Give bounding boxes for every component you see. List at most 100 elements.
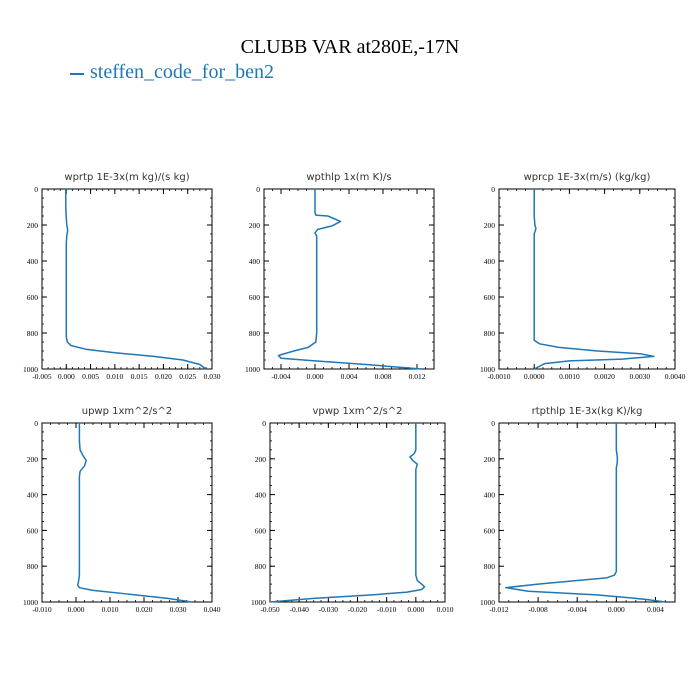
y-tick-label: 200 [484,455,496,464]
x-tick-label: 0.030 [170,605,187,614]
y-tick-label: 400 [27,491,39,500]
profile-line [76,423,192,603]
y-tick-label: 400 [484,257,496,266]
x-tick-label: 0.000 [58,372,75,381]
chart-panel-4: upwp 1xm^2/s^2 -0.010 0.000 0.010 0.020 0.030… [23,406,221,614]
x-tick-label: 0.004 [647,605,664,614]
chart-title: wpthlp 1x(m K)/s [306,172,391,183]
x-tick-label: -0.020 [348,605,368,614]
plot-frame [498,422,676,603]
y-tick-label: 1000 [480,365,495,374]
x-tick-label: 0.000 [608,605,625,614]
x-tick-label: -0.010 [32,605,52,614]
chart-panel-6: rtpthlp 1E-3x(kg K)/kg -0.012 -0.008 -0.004… [480,406,676,614]
x-tick-label: -0.012 [489,605,509,614]
x-tick-label: 0.0010 [559,372,580,381]
x-tick-label: 0.0000 [524,372,545,381]
x-tick-label: 0.012 [409,372,426,381]
profile-line [505,423,666,603]
x-tick-label: 0.025 [179,372,196,381]
x-tick-label: 0.015 [131,372,148,381]
profile-line [277,189,422,370]
y-tick-label: 0 [262,419,266,428]
x-tick-label: 0.000 [68,605,85,614]
x-tick-label: 0.010 [437,605,454,614]
x-tick-label: -0.008 [528,605,548,614]
y-tick-label: 800 [484,329,496,338]
y-tick-label: 600 [484,293,496,302]
x-tick-label: 0.010 [102,605,119,614]
profile-line [269,423,426,603]
y-tick-label: 1000 [23,598,38,607]
y-tick-label: 600 [484,526,496,535]
chart-title: vpwp 1xm^2/s^2 [312,406,402,417]
profile-line [65,189,207,370]
y-tick-label: 1000 [480,598,495,607]
y-tick-label: 0 [34,419,38,428]
y-tick-label: 400 [255,491,267,500]
x-tick-label: -0.010 [377,605,397,614]
chart-panel-2: wpthlp 1x(m K)/s -0.004 0.000 0.004 0.008 0.0… [245,172,435,381]
y-tick-label: 1000 [251,598,266,607]
y-tick-label: 200 [255,455,267,464]
x-tick-label: 0.0030 [629,372,650,381]
x-tick-label: -0.005 [32,372,52,381]
chart-title: wprtp 1E-3x(m kg)/(s kg) [64,172,189,183]
y-tick-label: 0 [256,185,260,194]
x-tick-label: 0.000 [307,372,324,381]
y-tick-label: 200 [27,455,39,464]
y-tick-label: 0 [491,419,495,428]
x-tick-label: 0.040 [204,605,221,614]
y-tick-label: 400 [27,257,39,266]
plot-frame [41,422,213,603]
chart-panel-5: vpwp 1xm^2/s^2 -0.050 -0.040 -0.030 -0.020 -0… [251,406,454,614]
x-tick-label: 0.005 [82,372,99,381]
y-tick-label: 800 [27,329,39,338]
y-tick-label: 600 [255,526,267,535]
x-tick-label: 0.0020 [594,372,615,381]
x-tick-label: 0.008 [375,372,392,381]
x-tick-label: -0.040 [289,605,309,614]
chart-title: rtpthlp 1E-3x(kg K)/kg [532,406,643,417]
x-tick-label: 0.010 [106,372,123,381]
chart-title: upwp 1xm^2/s^2 [82,406,172,417]
y-tick-label: 800 [27,562,39,571]
x-tick-label: 0.020 [155,372,172,381]
page-title: CLUBB VAR at280E,-17N [240,36,460,58]
x-tick-label: -0.004 [568,605,588,614]
x-tick-label: 0.020 [136,605,153,614]
x-tick-label: 0.030 [204,372,221,381]
chart-panel-1: wprtp 1E-3x(m kg)/(s kg) -0.005 0.000 0.005… [23,172,221,381]
y-tick-label: 800 [484,562,496,571]
legend-label: steffen_code_for_ben2 [90,61,275,83]
x-tick-label: -0.030 [319,605,339,614]
profile-line [533,189,655,370]
y-tick-label: 1000 [23,365,38,374]
y-tick-label: 200 [249,221,261,230]
y-tick-label: 0 [491,185,495,194]
x-tick-label: -0.0010 [487,372,510,381]
x-tick-label: -0.050 [260,605,280,614]
x-tick-label: 0.0040 [665,372,686,381]
chart-title: wprcp 1E-3x(m/s) (kg/kg) [524,172,651,183]
plot-frame [263,188,435,370]
y-tick-label: 600 [249,293,261,302]
y-tick-label: 600 [27,293,39,302]
y-tick-label: 200 [27,221,39,230]
plot-frame [498,188,676,370]
y-tick-label: 800 [249,329,261,338]
y-tick-label: 1000 [245,365,260,374]
legend-line-swatch [70,73,84,75]
y-tick-label: 400 [484,491,496,500]
plot-frame [269,422,446,603]
x-tick-label: 0.000 [407,605,424,614]
x-tick-label: -0.004 [271,372,291,381]
y-tick-label: 800 [255,562,267,571]
x-tick-label: 0.004 [341,372,358,381]
chart-panel-3: wprcp 1E-3x(m/s) (kg/kg) -0.0010 0.0000 0.0… [480,172,686,381]
y-tick-label: 0 [34,185,38,194]
y-tick-label: 200 [484,221,496,230]
y-tick-label: 400 [249,257,261,266]
y-tick-label: 600 [27,526,39,535]
